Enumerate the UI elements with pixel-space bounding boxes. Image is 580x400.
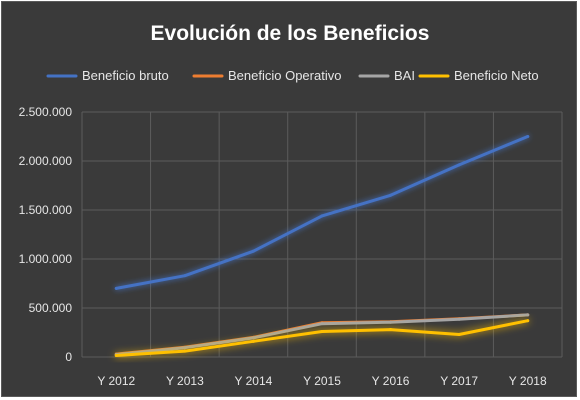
data-point-beneficio-neto: [114, 354, 118, 358]
x-axis: Y 2012 Y 2013 Y 2014 Y 2015 Y 2016 Y 2017 Y 20…: [97, 374, 547, 388]
x-tick-label: Y 2012: [97, 374, 135, 388]
x-tick-label: Y 2014: [235, 374, 273, 388]
data-point-bai: [526, 313, 530, 317]
legend-label-beneficio-operativo: Beneficio Operativo: [228, 68, 341, 83]
x-tick-label: Y 2017: [440, 374, 478, 388]
x-tick-label: Y 2015: [303, 374, 341, 388]
series-line-beneficio-neto: [114, 319, 530, 357]
data-point-beneficio-bruto: [320, 214, 324, 218]
data-point-beneficio-bruto: [526, 135, 530, 138]
data-point-beneficio-bruto: [114, 286, 118, 290]
data-point-bai: [320, 322, 324, 326]
y-tick-label: 500.000: [29, 301, 73, 315]
y-tick-label: 1.500.000: [19, 203, 73, 217]
data-point-beneficio-neto: [320, 330, 324, 334]
x-tick-label: Y 2013: [166, 374, 204, 388]
y-tick-label: 1.000.000: [19, 252, 73, 266]
data-point-beneficio-neto: [457, 332, 461, 336]
y-tick-label: 0: [65, 350, 72, 364]
data-point-bai: [251, 336, 255, 340]
series-lines: [114, 135, 530, 358]
x-tick-label: Y 2016: [372, 374, 410, 388]
data-point-beneficio-neto: [389, 328, 393, 332]
legend-label-beneficio-neto: Beneficio Neto: [454, 68, 539, 83]
y-tick-label: 2.000.000: [19, 154, 73, 168]
y-axis: 0 500.000 1.000.000 1.500.000 2.000.000 2.500…: [19, 105, 73, 364]
series-line-bai: [114, 313, 530, 357]
gridlines: [81, 111, 563, 358]
chart-title: Evolución de los Beneficios: [151, 22, 430, 45]
legend: Beneficio bruto Beneficio Operativo BAI Ben…: [46, 68, 539, 83]
data-point-bai: [389, 320, 393, 324]
data-point-beneficio-bruto: [183, 274, 187, 278]
data-point-beneficio-bruto: [389, 193, 393, 197]
legend-label-beneficio-bruto: Beneficio bruto: [82, 68, 169, 83]
y-tick-label: 2.500.000: [19, 105, 73, 119]
data-point-bai: [457, 317, 461, 321]
legend-label-bai: BAI: [394, 68, 415, 83]
series-line-beneficio-bruto: [114, 135, 530, 290]
data-point-bai: [183, 346, 187, 350]
data-point-beneficio-bruto: [457, 163, 461, 167]
data-point-beneficio-neto: [183, 349, 187, 353]
data-point-beneficio-neto: [526, 319, 530, 323]
data-point-beneficio-neto: [251, 339, 255, 343]
x-tick-label: Y 2018: [509, 374, 547, 388]
data-point-beneficio-bruto: [251, 249, 255, 253]
